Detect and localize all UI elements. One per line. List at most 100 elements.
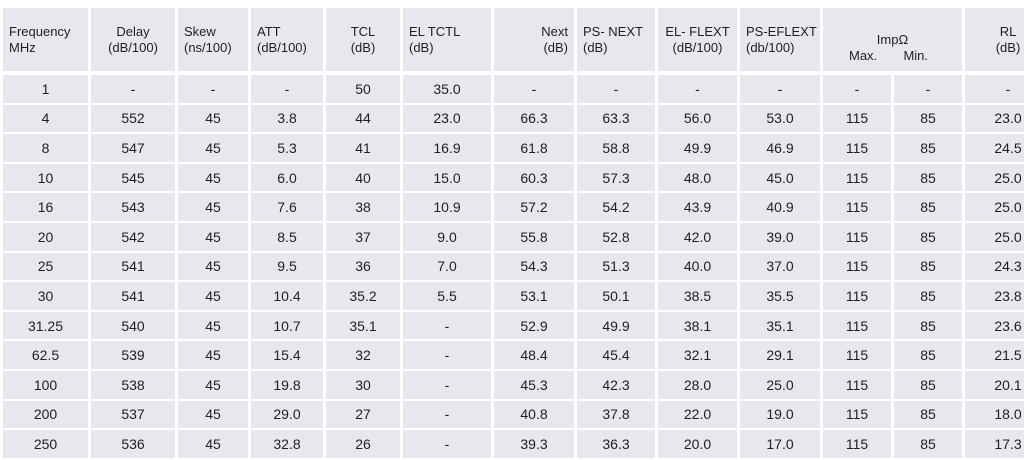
table-cell: - — [494, 75, 574, 105]
table-cell: 45.3 — [494, 370, 574, 401]
table-cell: 7.0 — [403, 252, 491, 283]
table-cell: 37.8 — [577, 400, 655, 431]
table-cell: 37.0 — [740, 252, 820, 283]
table-cell: 3.8 — [251, 104, 323, 135]
table-cell: 35.1 — [740, 311, 820, 342]
table-cell: 48.4 — [494, 341, 574, 371]
table-cell: 85 — [894, 104, 962, 135]
table-cell: 62.5 — [3, 341, 88, 371]
table-cell: 5.3 — [251, 134, 323, 164]
table-cell: 24.3 — [965, 252, 1024, 283]
table-cell: 85 — [894, 163, 962, 194]
table-cell: 539 — [91, 341, 175, 371]
table-cell: 57.2 — [494, 193, 574, 223]
impedance-min-label: Min. — [903, 47, 928, 63]
table-cell: 63.3 — [577, 104, 655, 135]
table-cell: 32.8 — [251, 430, 323, 460]
table-cell: - — [178, 75, 248, 105]
impedance-title: ImpΩ — [876, 31, 909, 47]
table-cell: 115 — [823, 370, 891, 401]
table-cell: 21.5 — [965, 341, 1024, 371]
table-cell: 49.9 — [577, 311, 655, 342]
table-cell: - — [965, 75, 1024, 105]
table-cell: 55.8 — [494, 222, 574, 253]
table-cell: 29.1 — [740, 341, 820, 371]
table-cell: 19.8 — [251, 370, 323, 401]
table-cell: 9.0 — [403, 222, 491, 253]
table-cell: 23.8 — [965, 282, 1024, 312]
table-cell: 85 — [894, 252, 962, 283]
table-cell: 115 — [823, 282, 891, 312]
table-cell: 30 — [326, 370, 400, 401]
table-cell: 35.0 — [403, 75, 491, 105]
table-cell: 115 — [823, 252, 891, 283]
table-cell: 5.5 — [403, 282, 491, 312]
table-cell: 30 — [3, 282, 88, 312]
table-cell: 40.8 — [494, 400, 574, 431]
table-cell: 17.0 — [740, 430, 820, 460]
table-cell: 45.4 — [577, 341, 655, 371]
table-cell: 250 — [3, 430, 88, 460]
table-cell: 552 — [91, 104, 175, 135]
table-cell: 20.1 — [965, 370, 1024, 401]
table-cell: 22.0 — [658, 400, 737, 431]
table-cell: 37 — [326, 222, 400, 253]
table-cell: 45 — [178, 252, 248, 283]
column-header: ATT (dB/100) — [251, 8, 323, 75]
table-cell: 85 — [894, 282, 962, 312]
table-cell: 66.3 — [494, 104, 574, 135]
table-cell: 85 — [894, 430, 962, 460]
table-cell: - — [823, 75, 891, 105]
table-cell: 20 — [3, 222, 88, 253]
table-cell: 32 — [326, 341, 400, 371]
table-cell: 19.0 — [740, 400, 820, 431]
column-header: Frequency MHz — [3, 8, 88, 75]
table-cell: 115 — [823, 134, 891, 164]
table-cell: 8 — [3, 134, 88, 164]
column-header: PS- NEXT (dB) — [577, 8, 655, 75]
table-cell: 23.0 — [403, 104, 491, 135]
table-cell: 50 — [326, 75, 400, 105]
table-cell: 40 — [326, 163, 400, 194]
column-header: Delay (dB/100) — [91, 8, 175, 75]
table-cell: 39.3 — [494, 430, 574, 460]
table-cell: 28.0 — [658, 370, 737, 401]
table-cell: 40.9 — [740, 193, 820, 223]
table-cell: 35.5 — [740, 282, 820, 312]
table-cell: 60.3 — [494, 163, 574, 194]
table-cell: 16 — [3, 193, 88, 223]
table-cell: 8.5 — [251, 222, 323, 253]
table-cell: 45 — [178, 222, 248, 253]
table-cell: 36 — [326, 252, 400, 283]
table-cell: 32.1 — [658, 341, 737, 371]
table-cell: 45 — [178, 282, 248, 312]
table-cell: 46.9 — [740, 134, 820, 164]
table-cell: 15.4 — [251, 341, 323, 371]
table-cell: 4 — [3, 104, 88, 135]
column-header: Skew (ns/100) — [178, 8, 248, 75]
table-cell: 85 — [894, 370, 962, 401]
table-cell: 38.5 — [658, 282, 737, 312]
table-cell: 53.0 — [740, 104, 820, 135]
table-cell: 6.0 — [251, 163, 323, 194]
table-cell: 542 — [91, 222, 175, 253]
table-cell: 10.7 — [251, 311, 323, 342]
table-cell: - — [658, 75, 737, 105]
table-cell: 537 — [91, 400, 175, 431]
table-cell: 543 — [91, 193, 175, 223]
table-cell: 35.2 — [326, 282, 400, 312]
table-cell: 45 — [178, 430, 248, 460]
table-cell: 25.0 — [965, 222, 1024, 253]
impedance-subheaders: Max. Min. — [823, 48, 962, 64]
table-cell: 115 — [823, 193, 891, 223]
table-cell: 39.0 — [740, 222, 820, 253]
impedance-max-label: Max. — [849, 47, 878, 63]
table-cell: 51.3 — [577, 252, 655, 283]
table-cell: 540 — [91, 311, 175, 342]
table-cell: 54.2 — [577, 193, 655, 223]
table-cell: - — [740, 75, 820, 105]
table-cell: - — [403, 341, 491, 371]
table-cell: 20.0 — [658, 430, 737, 460]
table-cell: 115 — [823, 341, 891, 371]
table-cell: 85 — [894, 400, 962, 431]
